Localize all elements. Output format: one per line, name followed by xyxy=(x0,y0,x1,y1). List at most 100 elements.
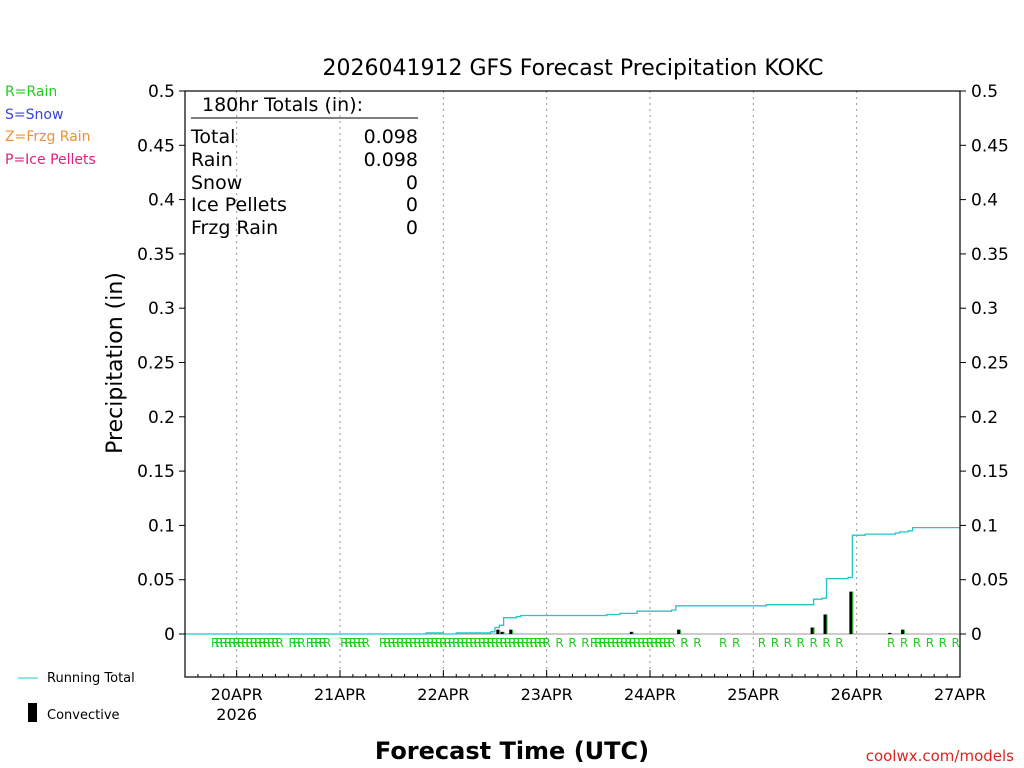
plot-frame xyxy=(184,90,961,678)
rain-marker: R xyxy=(887,636,895,650)
rain-marker: R xyxy=(611,636,619,650)
rain-marker: R xyxy=(590,636,598,650)
rain-marker: R xyxy=(650,636,658,650)
totals-label-freezing-rain: Frzg Rain xyxy=(191,217,278,239)
rain-marker: R xyxy=(499,636,507,650)
rain-marker: R xyxy=(822,636,830,650)
rain-marker: R xyxy=(263,636,271,650)
rain-marker: R xyxy=(663,636,671,650)
legend-freezing-rain: Z=Frzg Rain xyxy=(5,129,91,145)
legend-ice-pellets: P=Ice Pellets xyxy=(5,152,96,168)
x-tick-label: 20APR xyxy=(211,685,263,704)
rain-marker: R xyxy=(654,636,662,650)
rain-marker: R xyxy=(491,636,499,650)
rain-marker: R xyxy=(456,636,464,650)
rain-marker: R xyxy=(271,636,279,650)
totals-header: 180hr Totals (in): xyxy=(202,94,363,116)
rain-marker: R xyxy=(232,636,240,650)
precip-bar-7 xyxy=(849,591,853,634)
rain-marker: R xyxy=(387,636,395,650)
rain-marker: R xyxy=(835,636,843,650)
rain-marker: R xyxy=(732,636,740,650)
rain-marker: R xyxy=(616,636,624,650)
rain-marker: R xyxy=(439,636,447,650)
rain-marker: R xyxy=(297,636,305,650)
rain-marker: R xyxy=(314,636,322,650)
rain-marker: R xyxy=(405,636,413,650)
rain-marker: R xyxy=(323,636,331,650)
precip-bar-edge-9 xyxy=(904,629,906,634)
x-year-label: 2026 xyxy=(216,705,257,724)
rain-marker: R xyxy=(267,636,275,650)
rain-marker: R xyxy=(568,636,576,650)
rain-marker: R xyxy=(258,636,266,650)
y-tick-label-right: 0.05 xyxy=(971,571,1009,591)
y-tick-label-left: 0.25 xyxy=(137,354,175,374)
rain-marker: R xyxy=(306,636,314,650)
rain-marker: R xyxy=(913,636,921,650)
rain-marker: R xyxy=(448,636,456,650)
rain-marker: R xyxy=(288,636,296,650)
rain-marker: R xyxy=(693,636,701,650)
rain-marker: R xyxy=(461,636,469,650)
y-tick-label-left: 0.3 xyxy=(148,299,175,319)
x-axis-title: Forecast Time (UTC) xyxy=(375,737,649,765)
rain-marker: R xyxy=(310,636,318,650)
rain-marker: R xyxy=(530,636,538,650)
precip-bar-edge-8 xyxy=(891,632,893,634)
rain-marker: R xyxy=(952,636,960,650)
y-axis-title: Precipitation (in) xyxy=(103,272,128,454)
rain-marker: R xyxy=(784,636,792,650)
rain-marker: R xyxy=(465,636,473,650)
rain-marker: R xyxy=(538,636,546,650)
x-tick-label: 26APR xyxy=(831,685,883,704)
rain-marker: R xyxy=(542,636,550,650)
rain-marker: R xyxy=(435,636,443,650)
precip-bar-edge-0 xyxy=(499,629,501,634)
totals-value-total: 0.098 xyxy=(364,126,418,148)
rain-marker: R xyxy=(504,636,512,650)
precip-bar-2 xyxy=(509,629,513,634)
rain-marker: R xyxy=(422,636,430,650)
y-tick-label-left: 0.05 xyxy=(137,571,175,591)
x-tick-label: 22APR xyxy=(417,685,469,704)
y-tick-label-right: 0.1 xyxy=(971,516,998,536)
rain-marker: R xyxy=(220,636,228,650)
rain-marker: R xyxy=(620,636,628,650)
rain-marker: R xyxy=(396,636,404,650)
rain-marker: R xyxy=(607,636,615,650)
y-tick-label-left: 0.4 xyxy=(148,191,175,211)
rain-marker: R xyxy=(646,636,654,650)
y-tick-label-left: 0 xyxy=(164,625,175,645)
y-tick-label-right: 0.25 xyxy=(971,354,1009,374)
x-tick-label: 27APR xyxy=(934,685,986,704)
rain-marker: R xyxy=(624,636,632,650)
rain-marker: R xyxy=(680,636,688,650)
rain-marker: R xyxy=(245,636,253,650)
rain-marker: R xyxy=(250,636,258,650)
precip-bar-3 xyxy=(629,631,633,634)
rain-marker: R xyxy=(719,636,727,650)
rain-marker: R xyxy=(598,636,606,650)
rain-marker: R xyxy=(443,636,451,650)
rain-marker: R xyxy=(478,636,486,650)
y-tick-label-left: 0.35 xyxy=(137,245,175,265)
y-tick-label-right: 0.45 xyxy=(971,136,1009,156)
y-tick-label-right: 0.5 xyxy=(971,82,998,102)
rain-marker: R xyxy=(517,636,525,650)
precip-bar-9 xyxy=(901,629,905,634)
credit: coolwx.com/models xyxy=(866,747,1014,765)
precip-bar-4 xyxy=(677,629,681,634)
precip-bar-edge-1 xyxy=(503,631,505,634)
rain-marker: R xyxy=(349,636,357,650)
rain-marker: R xyxy=(659,636,667,650)
rain-marker: R xyxy=(534,636,542,650)
running-total-line xyxy=(185,526,960,635)
rain-marker: R xyxy=(293,636,301,650)
legend-rain: R=Rain xyxy=(5,84,57,100)
precip-bar-1 xyxy=(500,631,504,634)
rain-marker: R xyxy=(400,636,408,650)
rain-marker: R xyxy=(383,636,391,650)
totals-value-snow: 0 xyxy=(406,172,418,194)
